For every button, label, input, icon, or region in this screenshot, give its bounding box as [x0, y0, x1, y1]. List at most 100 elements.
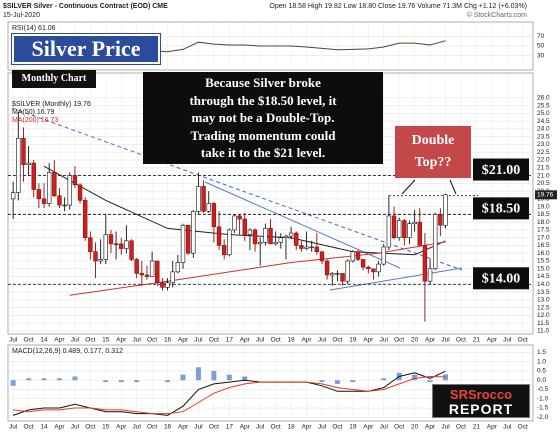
x-tick-label: 17	[226, 337, 234, 344]
y-tick-label: 22.5	[537, 149, 550, 156]
histogram-bar	[427, 380, 433, 383]
x-tick-label: Oct	[518, 424, 528, 431]
x-tick-label: Apr	[178, 424, 189, 431]
candle-body	[206, 203, 211, 212]
candle-body	[165, 282, 170, 288]
arrow	[449, 179, 457, 195]
y-tick-label: -1.5	[537, 405, 549, 412]
candle-body	[252, 229, 258, 245]
x-tick-label: Apr	[240, 337, 251, 344]
candle-body	[170, 271, 175, 284]
x-tick-label: Jul	[71, 424, 80, 431]
x-tick-label: Oct	[332, 337, 342, 344]
histogram-bar	[165, 380, 171, 383]
x-tick-label: Jul	[71, 337, 80, 344]
logo-top: SRSrocco	[449, 387, 513, 402]
x-tick-label: Oct	[271, 337, 281, 344]
ma-line	[69, 241, 446, 296]
y-tick-label: 11.0	[537, 328, 550, 335]
level-box	[473, 267, 529, 290]
x-tick-label: 15	[102, 424, 110, 431]
candle-body	[57, 195, 62, 206]
panel-title: MACD(12,26,9) 0.489, 0.177, 0.312	[12, 348, 123, 355]
candle-body	[21, 137, 26, 165]
x-tick-label: Jul	[380, 337, 389, 344]
x-tick-label: 18	[287, 337, 295, 344]
x-tick-label: Jul	[133, 337, 142, 344]
note-box: Because Silver broke through the $18.50 …	[143, 72, 383, 164]
y-tick-label: 17.0	[537, 234, 550, 241]
last-price: 19.76	[537, 192, 554, 199]
level-box	[473, 197, 529, 220]
candle-body	[407, 223, 412, 238]
candle-body	[52, 172, 57, 197]
x-tick-label: 19	[349, 424, 357, 431]
candle-body	[227, 229, 232, 256]
histogram-bar	[26, 378, 32, 381]
trendline	[11, 107, 463, 271]
arrow	[401, 179, 416, 195]
histogram-bar	[10, 380, 16, 386]
candle-body	[360, 259, 366, 268]
candle-body	[175, 262, 181, 273]
x-tick-label: Apr	[240, 424, 251, 431]
candle-body	[268, 228, 273, 245]
legend-entry: $SILVER (Monthly) 19.76	[12, 101, 91, 108]
histogram-bar	[180, 374, 186, 381]
x-tick-label: Apr	[487, 424, 498, 431]
x-tick-label: Oct	[147, 337, 157, 344]
histogram-bar	[118, 380, 124, 383]
candle-body	[31, 162, 36, 190]
level-box	[473, 158, 529, 181]
macd-line	[13, 375, 446, 415]
candle-body	[67, 175, 72, 206]
x-tick-label: Oct	[332, 424, 342, 431]
candle-body	[134, 259, 139, 274]
x-tick-label: 20	[411, 424, 419, 431]
x-tick-label: 15	[102, 337, 110, 344]
legend-entry: RSI(14) 61.06	[12, 25, 56, 32]
x-tick-label: Oct	[518, 337, 528, 344]
y-tick-label: -1.0	[537, 395, 549, 402]
candle-body	[62, 204, 67, 207]
y-tick-label: 25.0	[537, 110, 550, 117]
y-tick-label: 21.5	[537, 164, 550, 171]
candle-body	[221, 245, 227, 256]
double-top-box: Double Top??	[395, 126, 471, 178]
histogram-bar	[412, 374, 418, 381]
x-tick-label: Oct	[456, 424, 466, 431]
candle-body	[314, 246, 320, 252]
candle-body	[144, 274, 150, 277]
x-tick-label: 18	[287, 424, 295, 431]
note-line: take it to the $21 level.	[200, 145, 326, 160]
candle-body	[180, 224, 186, 263]
y-tick-label: 23.0	[537, 141, 550, 148]
y-tick-label: 25.5	[537, 102, 550, 109]
candle-body	[443, 194, 448, 226]
x-tick-label: Apr	[425, 337, 436, 344]
histogram-bar	[350, 380, 356, 383]
candle-body	[258, 242, 263, 245]
candle-body	[216, 226, 222, 246]
level-label: $14.00	[482, 272, 521, 287]
x-tick-label: Apr	[301, 424, 312, 431]
candle-body	[324, 260, 330, 276]
x-tick-label: 16	[164, 424, 172, 431]
candle-body	[160, 282, 165, 288]
x-tick-label: Jul	[503, 424, 512, 431]
histogram-bar	[72, 376, 78, 381]
candle-body	[288, 232, 294, 237]
candle-body	[185, 224, 191, 254]
candle-body	[83, 200, 88, 238]
candle-body	[345, 260, 350, 282]
candle-body	[330, 273, 335, 276]
y-tick-label: 30	[537, 52, 545, 59]
x-tick-label: 17	[226, 424, 234, 431]
x-tick-label: Oct	[394, 424, 404, 431]
candle-body	[72, 175, 78, 186]
y-tick-label: 16.0	[537, 250, 550, 257]
y-tick-label: 18.5	[537, 211, 550, 218]
histogram-bar	[56, 378, 62, 381]
histogram-bar	[211, 370, 217, 381]
candle-body	[319, 251, 325, 262]
